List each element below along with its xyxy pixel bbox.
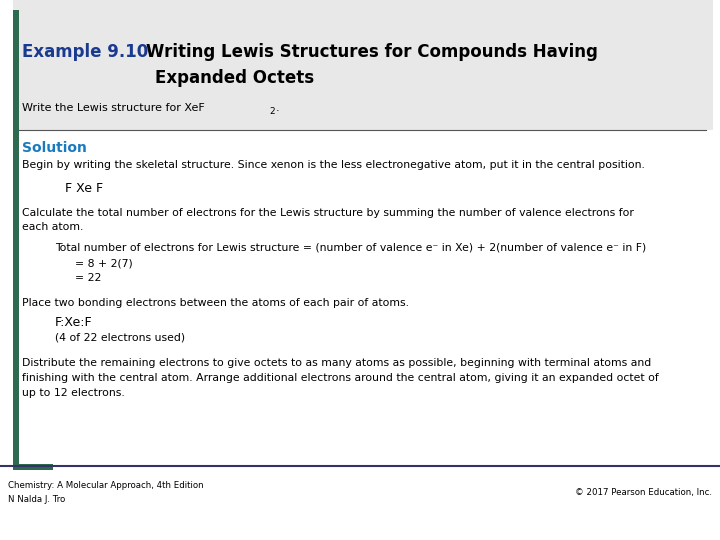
Text: Solution: Solution	[22, 141, 87, 155]
Text: Calculate the total number of electrons for the Lewis structure by summing the n: Calculate the total number of electrons …	[22, 208, 634, 218]
Text: Total number of electrons for Lewis structure = (number of valence e⁻ in Xe) + 2: Total number of electrons for Lewis stru…	[55, 243, 647, 253]
Text: F Xe F: F Xe F	[65, 181, 103, 194]
Bar	[13, 0, 713, 130]
Text: © 2017 Pearson Education, Inc.: © 2017 Pearson Education, Inc.	[575, 488, 712, 496]
Text: Chemistry: A Molecular Approach, 4th Edition: Chemistry: A Molecular Approach, 4th Edi…	[8, 481, 204, 489]
Text: 2: 2	[269, 106, 274, 116]
Bar	[13, 10, 19, 470]
Text: (4 of 22 electrons used): (4 of 22 electrons used)	[55, 333, 185, 343]
Text: Expanded Octets: Expanded Octets	[156, 69, 315, 87]
Text: Example 9.10: Example 9.10	[22, 43, 148, 61]
Text: Place two bonding electrons between the atoms of each pair of atoms.: Place two bonding electrons between the …	[22, 298, 409, 308]
Text: finishing with the central atom. Arrange additional electrons around the central: finishing with the central atom. Arrange…	[22, 373, 659, 383]
Text: Distribute the remaining electrons to give octets to as many atoms as possible, : Distribute the remaining electrons to gi…	[22, 358, 652, 368]
Text: F:Xe:F: F:Xe:F	[55, 316, 93, 329]
Text: Begin by writing the skeletal structure. Since xenon is the less electronegative: Begin by writing the skeletal structure.…	[22, 160, 645, 170]
Bar	[13, 464, 53, 470]
Text: Write the Lewis structure for XeF: Write the Lewis structure for XeF	[22, 103, 204, 113]
Text: up to 12 electrons.: up to 12 electrons.	[22, 388, 125, 398]
Text: .: .	[276, 103, 279, 113]
Text: Writing Lewis Structures for Compounds Having: Writing Lewis Structures for Compounds H…	[146, 43, 598, 61]
Text: = 22: = 22	[75, 273, 102, 283]
Text: N Nalda J. Tro: N Nalda J. Tro	[8, 496, 66, 504]
Text: each atom.: each atom.	[22, 222, 84, 232]
Text: = 8 + 2(7): = 8 + 2(7)	[75, 258, 132, 268]
